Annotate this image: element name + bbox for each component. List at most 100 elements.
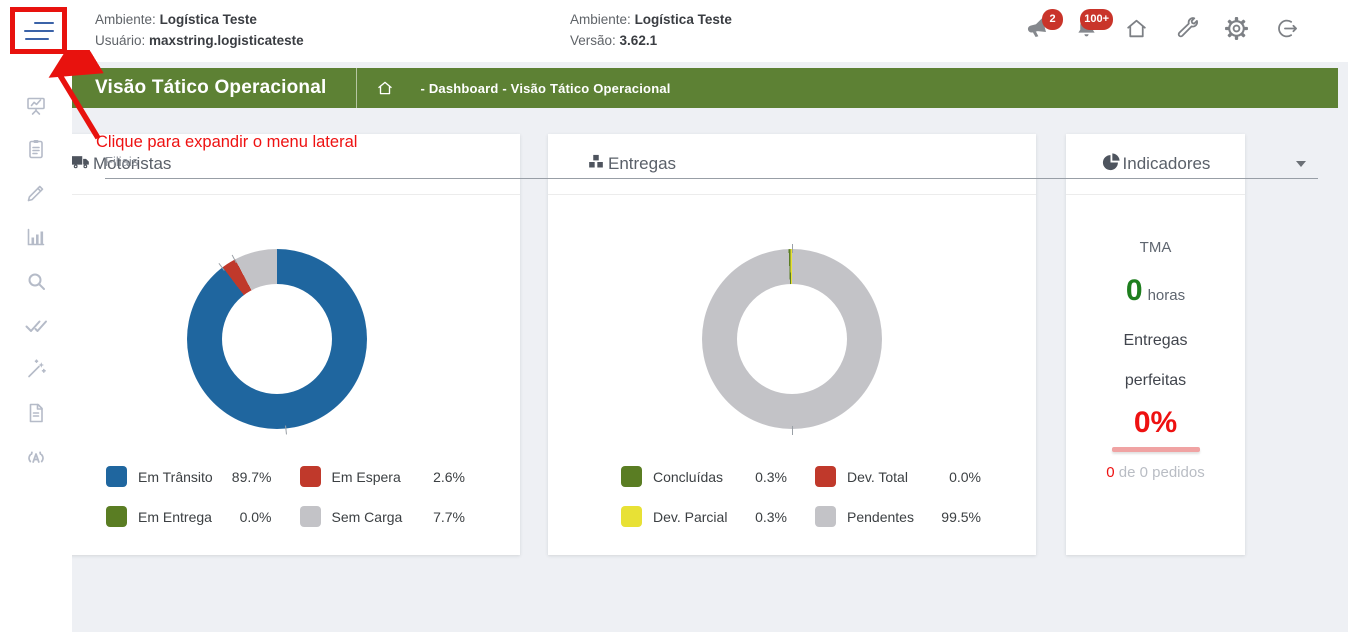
breadcrumb-home-icon[interactable] [376,79,394,97]
annotation-text: Clique para expandir o menu lateral [96,133,358,151]
legend-swatch [106,506,127,527]
pencil-icon [24,181,48,210]
home-icon [1124,16,1149,46]
legend-swatch [299,466,321,487]
megaphone-icon [1024,16,1049,46]
indicadores-card: Indicadores TMA 0 horas Entregas perfeita… [1066,134,1245,555]
breadcrumb: - Dashboard - Visão Tático Operacional [420,80,671,96]
motoristas-card-header: Motoristas [33,134,520,195]
sidebar-nav [0,62,72,632]
sidebar-item-edit[interactable] [19,183,53,207]
entregas-card-header: Entregas [548,134,1036,195]
search-icon [24,269,48,298]
indicadores-card-header: Indicadores [1066,134,1245,195]
gear-icon [1224,16,1249,46]
entregas-title: Entregas [608,154,677,173]
legend-swatch [106,466,127,487]
perfeitas-line2: perfeitas [1124,372,1187,389]
ambiente-label-2: Ambiente: [570,12,631,27]
settings-button[interactable] [1223,16,1250,46]
motoristas-donut-wrap [186,249,367,435]
truck-icon [71,152,93,177]
top-header: Ambiente: Logística Teste Usuário: maxst… [0,0,1348,62]
entregas-card: Entregas Concluídas 0.3% Dev. Total 0.0%… [548,134,1036,555]
wrench-icon [1174,16,1199,46]
sidebar-item-automation[interactable] [19,357,53,386]
bar-chart-icon [24,225,48,254]
motoristas-legend: Em Trânsito 89.7% Em Espera 2.6% Em Entr… [33,466,520,527]
legend-swatch [815,506,836,527]
sidebar-item-search[interactable] [19,271,53,295]
legend-item[interactable]: Concluídas 0.3% [621,466,787,487]
versao-value: 3.62.1 [619,33,658,48]
usuario-value: maxstring.logisticateste [149,33,304,48]
chevron-down-icon [1296,161,1306,167]
legend-item[interactable]: Pendentes 99.5% [815,506,981,527]
legend-swatch [299,506,321,527]
perfeitas-underline [1111,447,1200,452]
notifications-button[interactable]: 100+ [1073,8,1113,45]
environment-version-info: Ambiente: Logística Teste Versão: 3.62.1 [570,9,732,51]
document-icon [24,401,48,430]
indicadores-title: Indicadores [1122,154,1211,173]
pedidos-value: 0 [1106,464,1115,481]
versao-label: Versão: [570,33,616,48]
pedidos-text: de 0 pedidos [1114,464,1205,481]
page-title-bar: Visão Tático Operacional - Dashboard - V… [72,68,1338,108]
header-actions: 2 100+ [1023,0,1300,62]
environment-user-info: Ambiente: Logística Teste Usuário: maxst… [95,9,304,51]
legend-item[interactable]: Em Trânsito 89.7% [106,466,272,487]
legend-swatch [621,506,642,527]
ambiente-value-2: Logística Teste [634,12,732,27]
logout-button[interactable] [1273,18,1300,45]
clipboard-icon [24,137,48,166]
announcements-badge: 2 [1042,8,1063,30]
motoristas-title: Motoristas [93,154,172,173]
announcements-button[interactable]: 2 [1023,8,1063,46]
menu-toggle-button[interactable] [10,7,67,54]
motoristas-card: Motoristas Em Trânsito 89.7% Em Espera 2… [33,134,520,555]
sidebar-item-approvals[interactable] [19,315,53,339]
entregas-legend: Concluídas 0.3% Dev. Total 0.0% Dev. Par… [548,466,1036,527]
entregas-donut-wrap [702,244,882,435]
home-button[interactable] [1123,18,1150,45]
perfeitas-line1: Entregas [1123,332,1188,349]
legend-item[interactable]: Sem Carga 7.7% [299,506,465,527]
pie-chart-icon [1101,152,1123,177]
tma-label: TMA [1139,239,1172,256]
presentation-chart-icon [24,93,48,122]
indicadores-body: TMA 0 horas Entregas perfeitas 0% 0 de 0 … [1066,195,1245,481]
legend-item[interactable]: Dev. Parcial 0.3% [621,506,787,527]
pedidos-summary: 0 de 0 pedidos [1066,464,1245,481]
antenna-icon [24,445,48,474]
sidebar-item-tasks[interactable] [19,139,53,163]
tma-value: 0 [1125,274,1143,307]
legend-swatch [815,466,836,487]
entregas-donut-chart[interactable] [702,249,882,429]
tma-unit: horas [1147,287,1186,304]
legend-item[interactable]: Em Espera 2.6% [299,466,465,487]
filiais-label: Filiais [105,154,139,169]
legend-swatch [621,466,642,487]
packages-icon [586,152,608,177]
sidebar-item-documents[interactable] [19,403,53,427]
perfeitas-value: 0% [1133,406,1178,439]
double-check-icon [24,313,48,342]
sidebar-item-tracking[interactable] [19,447,53,471]
legend-item[interactable]: Em Entrega 0.0% [106,506,272,527]
sidebar-item-dashboard[interactable] [19,95,53,119]
notifications-badge: 100+ [1080,8,1113,30]
motoristas-donut-chart[interactable] [186,249,367,429]
legend-item[interactable]: Dev. Total 0.0% [815,466,981,487]
magic-wand-icon [24,357,48,386]
hamburger-icon [33,21,54,24]
ambiente-label: Ambiente: [95,12,156,27]
ambiente-value: Logística Teste [159,12,257,27]
usuario-label: Usuário: [95,33,146,48]
sidebar-item-reports[interactable] [19,227,53,251]
filiais-select[interactable]: Filiais [105,150,1318,179]
logout-icon [1274,16,1299,46]
tools-button[interactable] [1173,16,1200,46]
page-title: Visão Tático Operacional [95,77,327,98]
